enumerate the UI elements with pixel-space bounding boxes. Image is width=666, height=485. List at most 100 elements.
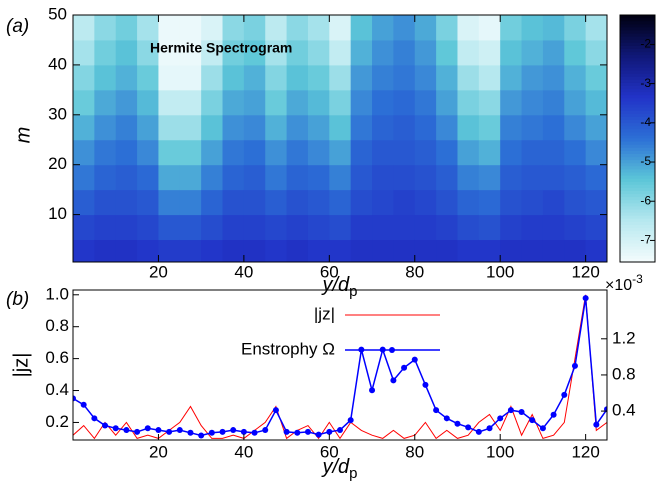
colorbar-swatch xyxy=(620,141,655,146)
heat-cell xyxy=(521,164,544,191)
colorbar-swatch xyxy=(620,218,655,223)
colorbar-swatch xyxy=(620,42,655,47)
heat-cell xyxy=(585,214,607,241)
heat-cell xyxy=(137,189,159,216)
y2-multiplier-exp: -3 xyxy=(632,272,643,286)
heat-cell xyxy=(158,114,181,141)
heat-cell xyxy=(265,139,288,166)
x-axis-label-main: y/d xyxy=(320,456,350,478)
heat-cell xyxy=(478,114,501,141)
heat-cell xyxy=(585,39,607,66)
heat-cell xyxy=(286,164,309,191)
heat-cell xyxy=(243,239,266,262)
heat-cell xyxy=(393,89,416,116)
heat-cell xyxy=(329,89,352,116)
heat-cell xyxy=(372,15,394,41)
series-marker xyxy=(443,415,450,422)
colorbar-swatch xyxy=(620,160,655,164)
heat-cell xyxy=(542,189,565,216)
heat-cell xyxy=(372,39,394,66)
heat-cell xyxy=(478,15,501,41)
heatmap-cells xyxy=(73,15,607,262)
heat-cell xyxy=(222,114,245,141)
heat-cell xyxy=(521,89,544,116)
series-line xyxy=(73,294,607,440)
heat-cell xyxy=(542,214,565,241)
heat-cell xyxy=(329,164,352,191)
y-tick-label: 0.6 xyxy=(45,348,69,367)
heat-cell xyxy=(201,114,224,141)
heat-cell xyxy=(158,15,181,41)
colorbar-swatch xyxy=(620,178,655,183)
heat-cell xyxy=(243,189,266,216)
heat-cell xyxy=(457,139,480,166)
heat-cell xyxy=(393,114,416,141)
colorbar-swatch xyxy=(620,36,655,41)
colorbar-swatch xyxy=(620,234,655,238)
x-tick-label: 60 xyxy=(320,442,339,461)
heat-cell xyxy=(179,64,202,91)
series-marker xyxy=(465,424,472,431)
series-marker xyxy=(73,395,76,402)
series-marker xyxy=(390,377,397,384)
heat-cell xyxy=(73,139,95,166)
y-tick-label: 50 xyxy=(48,4,67,23)
y2-multiplier: ×10-3 xyxy=(605,272,643,294)
colorbar-swatch xyxy=(620,24,655,28)
heat-cell xyxy=(393,139,416,166)
colorbar-swatch xyxy=(620,252,655,257)
colorbar-swatch xyxy=(620,197,655,201)
heat-cell xyxy=(564,64,587,91)
heat-cell xyxy=(542,239,565,262)
heat-cell xyxy=(521,189,544,216)
heat-cell xyxy=(73,89,95,116)
y2-tick-label: 1.2 xyxy=(612,328,636,347)
heat-cell xyxy=(222,89,245,116)
colorbar-swatch xyxy=(620,119,655,124)
colorbar-swatch xyxy=(620,147,655,152)
colorbar-swatch xyxy=(620,187,655,192)
heat-cell xyxy=(350,39,373,66)
heat-cell xyxy=(243,15,266,41)
y-tick-label: 40 xyxy=(48,54,67,73)
x-tick-label: 120 xyxy=(571,262,599,281)
colorbar-swatch xyxy=(620,153,655,158)
heat-cell xyxy=(478,89,501,116)
heat-cell xyxy=(436,239,458,262)
heat-cell xyxy=(350,139,373,166)
heat-cell xyxy=(286,189,309,216)
heat-cell xyxy=(393,239,416,262)
heat-cell xyxy=(137,139,159,166)
heat-cell xyxy=(115,189,138,216)
colorbar-swatch xyxy=(620,157,655,161)
heat-cell xyxy=(457,214,480,241)
x-tick-label: 80 xyxy=(405,262,424,281)
heat-cell xyxy=(201,89,224,116)
x-tick-label: 80 xyxy=(405,442,424,461)
colorbar-swatch xyxy=(620,107,655,112)
colorbar-swatch xyxy=(620,76,655,81)
heat-cell xyxy=(414,239,437,262)
colorbar-swatch xyxy=(620,21,655,25)
series-marker xyxy=(144,425,151,432)
heat-cell xyxy=(436,214,458,241)
heat-cell xyxy=(585,139,607,166)
heat-cell xyxy=(457,39,480,66)
series-marker xyxy=(208,429,215,436)
colorbar-swatch xyxy=(620,48,655,53)
series-marker xyxy=(347,417,354,424)
heat-cell xyxy=(414,139,437,166)
series-marker xyxy=(102,422,109,429)
chart-title: Hermite Spectrogram xyxy=(150,40,292,56)
heat-cell xyxy=(372,239,394,262)
series-marker xyxy=(529,417,536,424)
heat-cell xyxy=(94,89,117,116)
series-marker xyxy=(91,415,98,422)
colorbar-swatch xyxy=(620,15,655,19)
heat-cell xyxy=(115,239,138,262)
heat-cell xyxy=(585,239,607,262)
heat-cell xyxy=(414,114,437,141)
colorbar-swatch xyxy=(620,175,655,180)
x-tick-label: 20 xyxy=(149,262,168,281)
heat-cell xyxy=(243,39,266,66)
